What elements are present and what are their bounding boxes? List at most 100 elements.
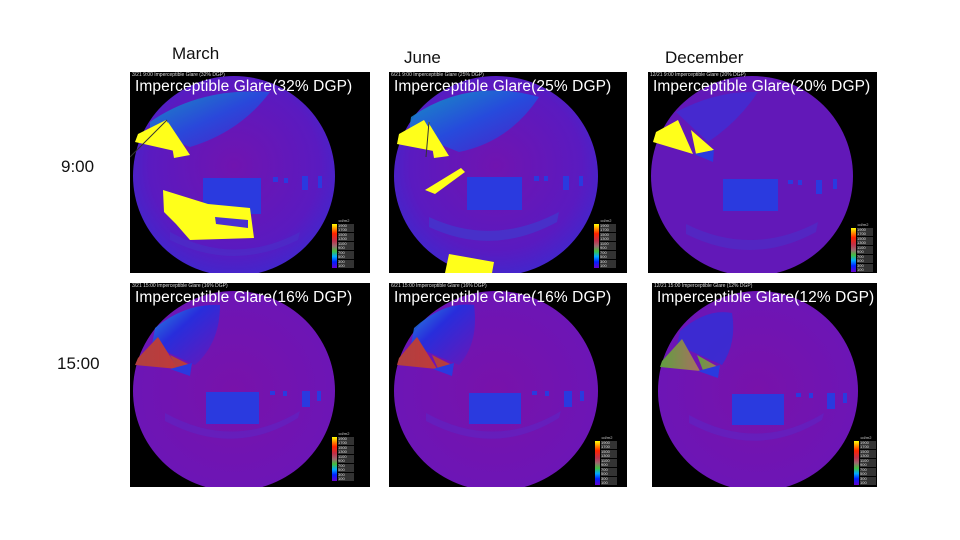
legend-tick: 900 — [601, 463, 617, 468]
legend-tick: 700 — [857, 254, 873, 259]
column-label-december: December — [665, 48, 744, 67]
fisheye-luminance-image — [130, 76, 335, 273]
legend-color-bar — [332, 224, 337, 268]
legend-tick: 1100 — [857, 245, 873, 250]
legend-tick: 1700 — [860, 445, 876, 450]
fisheye-luminance-image — [394, 291, 598, 487]
glare-render-december-0900: 12/21 9:00 Imperceptible Glare (20% DGP)… — [648, 72, 877, 273]
legend-tick: 1700 — [338, 228, 354, 233]
legend-tick: 1300 — [601, 454, 617, 459]
legend-tick: 100 — [860, 480, 876, 485]
fisheye-luminance-image — [658, 291, 858, 487]
column-label-march: March — [172, 44, 220, 63]
legend-tick: 700 — [338, 250, 354, 255]
render-meta: 6/21 9:00 Imperceptible Glare (25% DGP) — [391, 72, 484, 78]
luminance-legend: cd/m2 1900 1700 1500 1300 1100 900 700 5… — [594, 218, 618, 268]
render-title: Imperceptible Glare(16% DGP) — [394, 289, 612, 306]
legend-tick: 1500 — [338, 232, 354, 237]
legend-tick: 500 — [600, 255, 616, 260]
glare-render-march-0900: 3/21 9:00 Imperceptible Glare (32% DGP) … — [130, 72, 370, 273]
legend-tick: 900 — [860, 463, 876, 468]
legend-tick: 1500 — [600, 232, 616, 237]
legend-unit: cd/m2 — [601, 435, 613, 440]
legend-tick: 500 — [857, 259, 873, 264]
legend-tick: 300 — [601, 476, 617, 481]
legend-tick: 1100 — [338, 454, 354, 459]
render-title: Imperceptible Glare(25% DGP) — [394, 78, 612, 95]
render-title: Imperceptible Glare(20% DGP) — [653, 78, 871, 95]
fisheye-luminance-image — [651, 76, 853, 273]
legend-color-bar — [854, 441, 859, 485]
legend-tick: 900 — [338, 246, 354, 251]
render-meta: 12/21 9:00 Imperceptible Glare (20% DGP) — [650, 72, 746, 78]
column-label-june: June — [404, 48, 441, 67]
legend-tick: 1700 — [600, 228, 616, 233]
render-meta: 3/21 15:00 Imperceptible Glare (16% DGP) — [132, 283, 228, 289]
legend-tick: 300 — [860, 476, 876, 481]
legend-tick: 500 — [338, 255, 354, 260]
legend-color-bar — [851, 228, 856, 272]
legend-tick: 700 — [600, 250, 616, 255]
legend-tick: 1300 — [860, 454, 876, 459]
legend-tick: 500 — [860, 472, 876, 477]
luminance-legend: cd/m2 1900 1700 1500 1300 1100 900 700 5… — [332, 431, 356, 481]
legend-tick: 1100 — [601, 458, 617, 463]
legend-tick: 1700 — [857, 232, 873, 237]
legend-unit: cd/m2 — [338, 218, 350, 223]
legend-tick: 1900 — [338, 437, 354, 441]
legend-tick: 1500 — [601, 449, 617, 454]
row-label-9am: 9:00 — [61, 157, 95, 176]
legend-tick: 1300 — [857, 241, 873, 246]
render-meta: 3/21 9:00 Imperceptible Glare (32% DGP) — [132, 72, 225, 78]
legend-tick: 900 — [857, 250, 873, 255]
legend-tick: 900 — [600, 246, 616, 251]
render-title: Imperceptible Glare(12% DGP) — [657, 289, 875, 306]
legend-unit: cd/m2 — [857, 222, 869, 227]
legend-tick: 500 — [601, 472, 617, 477]
legend-tick: 1700 — [338, 441, 354, 446]
render-meta: 12/21 15:00 Imperceptible Glare (12% DGP… — [654, 283, 753, 289]
legend-tick: 500 — [338, 468, 354, 473]
legend-unit: cd/m2 — [860, 435, 872, 440]
luminance-legend: cd/m2 1900 1700 1500 1300 1100 900 700 5… — [332, 218, 356, 268]
glare-render-december-1500: 12/21 15:00 Imperceptible Glare (12% DGP… — [652, 283, 877, 487]
legend-tick: 100 — [338, 476, 354, 481]
legend-tick: 100 — [857, 267, 873, 272]
legend-tick: 300 — [857, 263, 873, 268]
legend-tick: 100 — [600, 263, 616, 268]
legend-unit: cd/m2 — [600, 218, 612, 223]
legend-tick: 1500 — [857, 236, 873, 241]
row-label-3pm: 15:00 — [57, 354, 100, 373]
render-title: Imperceptible Glare(32% DGP) — [135, 78, 353, 95]
legend-tick: 700 — [860, 467, 876, 472]
glare-render-june-1500: 6/21 15:00 Imperceptible Glare (16% DGP)… — [389, 283, 627, 487]
fisheye-luminance-image — [133, 291, 335, 487]
legend-unit: cd/m2 — [338, 431, 350, 436]
render-title: Imperceptible Glare(16% DGP) — [135, 289, 353, 306]
glare-render-june-0900: 6/21 9:00 Imperceptible Glare (25% DGP) … — [389, 72, 627, 273]
legend-tick: 300 — [338, 472, 354, 477]
glare-render-march-1500: 3/21 15:00 Imperceptible Glare (16% DGP)… — [130, 283, 370, 487]
legend-tick: 1900 — [601, 441, 617, 445]
legend-tick: 1100 — [600, 241, 616, 246]
legend-tick: 900 — [338, 459, 354, 464]
luminance-legend: cd/m2 1900 1700 1500 1300 1100 900 700 5… — [595, 435, 619, 485]
legend-tick: 300 — [338, 259, 354, 264]
legend-tick: 1300 — [338, 450, 354, 455]
render-meta: 6/21 15:00 Imperceptible Glare (16% DGP) — [391, 283, 487, 289]
legend-tick: 1300 — [600, 237, 616, 242]
fisheye-luminance-image — [394, 76, 598, 273]
legend-tick: 1700 — [601, 445, 617, 450]
legend-tick: 1500 — [860, 449, 876, 454]
legend-tick: 1900 — [860, 441, 876, 445]
legend-tick: 100 — [601, 480, 617, 485]
legend-color-bar — [595, 441, 600, 485]
legend-color-bar — [332, 437, 337, 481]
luminance-legend: cd/m2 1900 1700 1500 1300 1100 900 700 5… — [854, 435, 877, 485]
legend-tick: 700 — [338, 463, 354, 468]
legend-tick: 1900 — [857, 228, 873, 232]
legend-tick: 1900 — [600, 224, 616, 228]
legend-tick: 300 — [600, 259, 616, 264]
legend-tick: 1100 — [860, 458, 876, 463]
legend-color-bar — [594, 224, 599, 268]
